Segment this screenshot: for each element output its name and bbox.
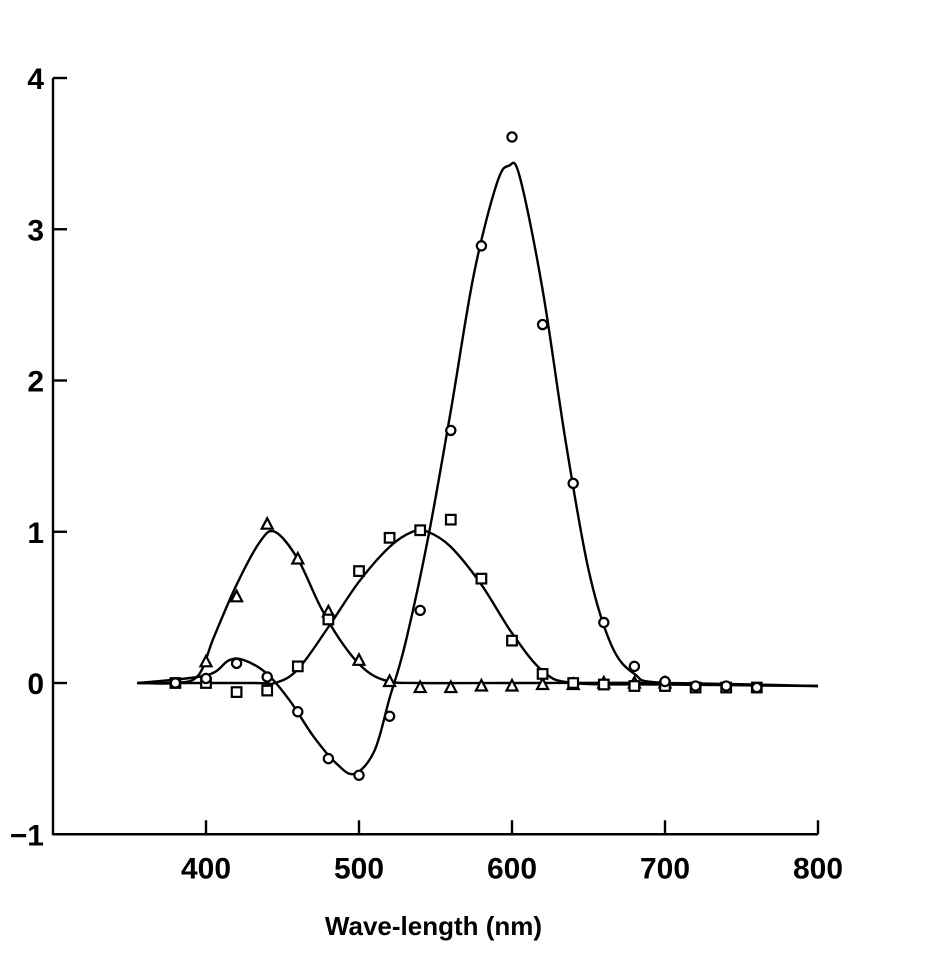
circle-marker [414,604,426,617]
triangle-marker [535,676,550,691]
circle-marker [628,660,641,673]
square-marker [444,513,457,526]
y-tick-label: 0 [27,668,44,701]
circle-marker [200,672,212,685]
square-marker [628,680,641,692]
square-marker [597,678,610,691]
triangle-marker [504,677,520,692]
circle-marker [169,677,182,689]
triangle-marker [382,673,397,688]
square-marker [322,613,335,626]
x-axis-title: Wave-length (nm) [325,911,542,941]
triangle-marker [259,515,275,530]
square-marker [506,634,518,647]
circle-marker [567,477,579,490]
x-tick-label: 700 [640,852,690,885]
square-marker [475,572,488,585]
circle-marker [383,710,396,722]
triangle-series-curve [137,529,819,688]
circle-marker [536,318,549,331]
square-marker [230,686,243,698]
square-marker [261,684,274,697]
circle-marker [720,680,732,692]
triangle-marker [474,677,489,692]
circle-series-curve [137,161,819,776]
circle-marker [353,769,365,781]
triangle-marker [229,588,244,603]
circle-marker [689,680,702,692]
circle-marker [659,675,671,688]
x-ticks: 400 500 600 700 800 [181,820,843,885]
square-marker [567,677,580,689]
y-ticks: 4 3 2 1 0 −1 [10,63,67,852]
y-tick-label: −1 [10,819,44,852]
curves [137,161,819,776]
x-tick-label: 500 [334,852,384,885]
triangle-marker [198,653,214,668]
circle-marker [445,424,457,437]
circle-marker [292,706,304,718]
x-tick-label: 600 [487,852,537,885]
y-tick-label: 1 [27,517,44,550]
y-tick-label: 3 [27,214,44,247]
square-marker [291,660,304,673]
y-tick-label: 2 [27,366,44,399]
triangle-marker [351,651,367,666]
y-tick-label: 4 [27,63,44,96]
triangle-marker [412,679,428,694]
square-marker [353,565,365,577]
square-marker [414,524,427,537]
circle-marker [598,616,610,629]
circle-marker [322,752,335,765]
square-marker [536,668,549,680]
markers [169,131,763,781]
circle-marker [506,131,518,143]
circle-marker [230,657,243,670]
triangle-marker [290,550,306,565]
axes [51,78,818,836]
circle-marker [751,681,763,694]
circle-marker [475,240,488,252]
circle-marker [261,671,273,683]
x-tick-label: 400 [181,852,231,885]
x-tick-label: 800 [793,852,843,885]
square-marker [383,531,396,544]
triangle-marker [443,679,459,694]
